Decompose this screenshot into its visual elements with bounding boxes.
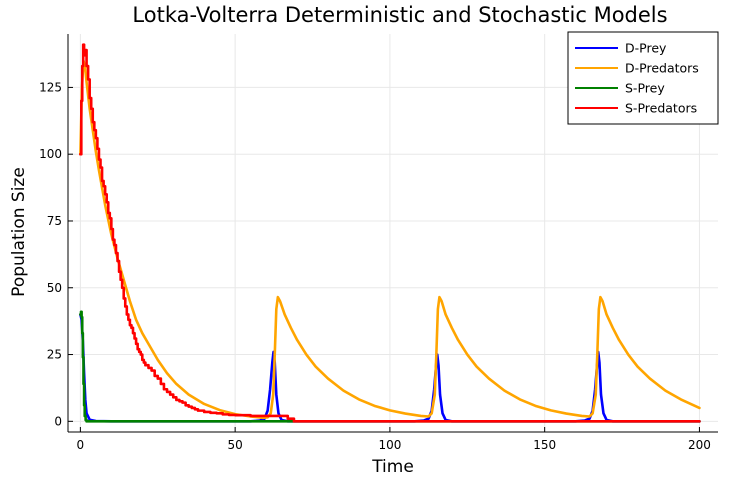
y-tick-label: 75 [47,214,62,228]
series-line-s-predators [79,43,701,423]
series-lines [79,43,701,423]
legend-label-d-predators: D-Predators [625,61,699,76]
y-tick-label: 100 [39,147,62,161]
legend-label-s-prey: S-Prey [625,81,665,96]
y-tick-label: 50 [47,281,62,295]
axes [67,34,718,433]
x-tick-labels: 0 50 100 150 200 [77,438,711,452]
series-line-d-predators [79,59,701,420]
x-tick-label: 150 [533,438,556,452]
y-tick-label: 125 [39,80,62,94]
x-tick-label: 200 [688,438,711,452]
y-tick-label: 0 [54,414,62,428]
x-tick-label: 0 [77,438,85,452]
legend-label-d-prey: D-Prey [625,41,667,56]
x-tick-label: 50 [228,438,243,452]
tick-marks [68,86,700,432]
x-tick-label: 100 [378,438,401,452]
y-tick-label: 25 [47,348,62,362]
series-line-s-prey [79,310,701,423]
legend-label-s-predators: S-Predators [625,101,697,116]
legend-items: D-Prey D-Predators S-Prey S-Predators [575,41,699,116]
y-axis-label: Population Size [9,167,29,297]
chart-title: Lotka-Volterra Deterministic and Stochas… [132,3,667,27]
x-axis-label: Time [371,457,414,477]
legend: D-Prey D-Predators S-Prey S-Predators [567,31,719,125]
y-tick-labels: 0 25 50 75 100 125 [39,80,62,428]
